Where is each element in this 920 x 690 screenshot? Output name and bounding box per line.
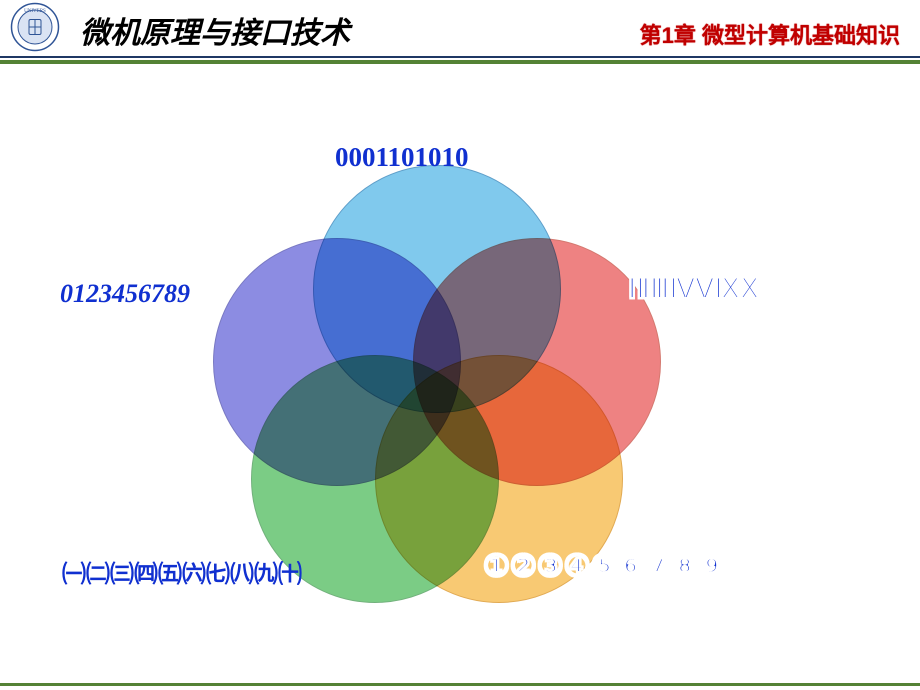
- label-parenthesized: ㈠㈡㈢㈣㈤㈥㈦㈧㈨㈩: [62, 554, 302, 589]
- label-circled: ①②③④⑤⑥⑦⑧⑨⑩: [483, 549, 752, 584]
- label-roman: ⅠⅡⅢⅣⅤⅨⅩ: [628, 272, 759, 306]
- slide: UNIVERS 微机原理与接口技术 第1章 微型计算机基础知识 00011010…: [0, 0, 920, 690]
- label-binary: 0001101010: [335, 142, 469, 173]
- diagram-canvas: 0001101010 0123456789 ⅠⅡⅢⅣⅤⅨⅩ ㈠㈡㈢㈣㈤㈥㈦㈧㈨㈩…: [0, 64, 920, 684]
- divider-thin: [0, 56, 920, 58]
- university-seal-icon: UNIVERS: [10, 2, 60, 52]
- label-arabic-digits: 0123456789: [60, 279, 190, 309]
- svg-text:UNIVERS: UNIVERS: [24, 9, 46, 14]
- divider-green-bottom: [0, 683, 920, 686]
- venn-circle-left: [213, 238, 461, 486]
- course-title: 微机原理与接口技术: [80, 8, 350, 52]
- chapter-title: 第1章 微型计算机基础知识: [640, 18, 900, 50]
- slide-header: UNIVERS 微机原理与接口技术 第1章 微型计算机基础知识: [0, 0, 920, 56]
